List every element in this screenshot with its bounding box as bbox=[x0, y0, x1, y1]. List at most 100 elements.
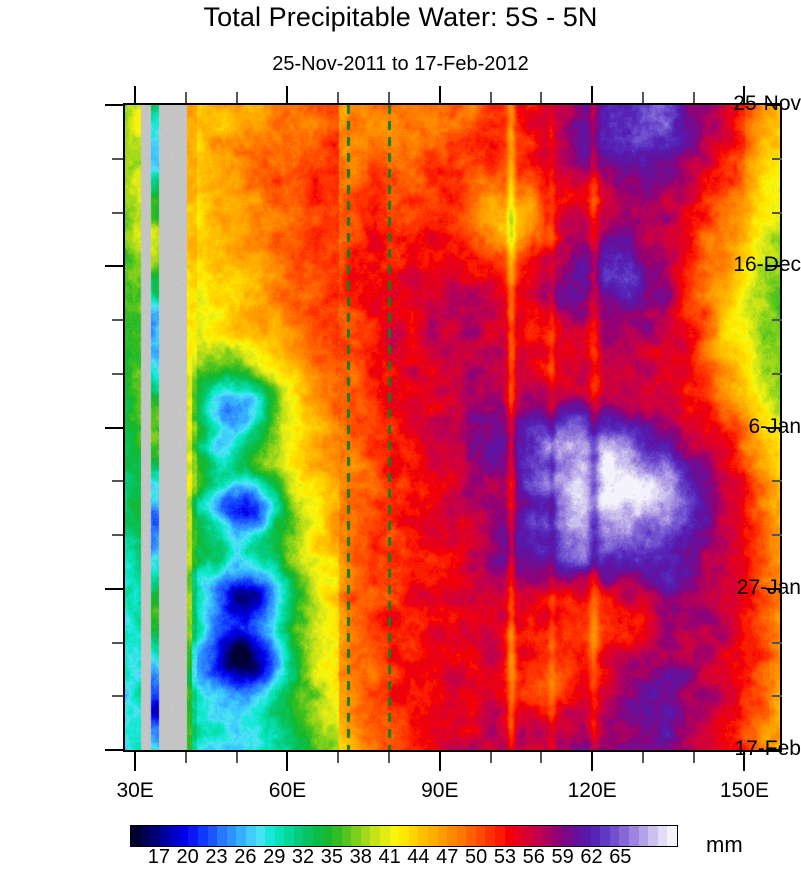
colorbar-swatch bbox=[131, 826, 141, 846]
colorbar-tick-label: 47 bbox=[436, 846, 459, 868]
y-tick-minor-right bbox=[772, 641, 782, 644]
x-tick-minor-top bbox=[235, 92, 238, 103]
colorbar-tick-label: 29 bbox=[263, 846, 286, 868]
colorbar-tick-label: 41 bbox=[378, 846, 401, 868]
y-tick-minor bbox=[112, 211, 123, 214]
colorbar-swatch bbox=[178, 826, 189, 846]
colorbar-swatch bbox=[245, 826, 256, 846]
colorbar-tick-label: 59 bbox=[551, 846, 574, 868]
colorbar-tick-label: 62 bbox=[580, 846, 603, 868]
colorbar-tick-label: 17 bbox=[147, 846, 170, 868]
y-tick-minor bbox=[112, 641, 123, 644]
colorbar-tick-label: 32 bbox=[291, 846, 315, 868]
y-tick-minor-right bbox=[772, 372, 782, 375]
y-tick-minor bbox=[112, 372, 123, 375]
y-axis-label: 27-Jan bbox=[736, 575, 801, 599]
x-axis-label: 90E bbox=[421, 779, 459, 802]
y-tick-major bbox=[105, 749, 123, 751]
colorbar-swatch bbox=[159, 826, 170, 846]
colorbar-tick-label: 38 bbox=[349, 846, 372, 868]
colorbar-swatch bbox=[207, 826, 218, 846]
colorbar-tick-label: 53 bbox=[493, 846, 517, 868]
y-tick-minor-right bbox=[772, 534, 782, 536]
plot-area bbox=[123, 103, 782, 752]
colorbar-swatch bbox=[571, 826, 582, 846]
colorbar-swatch bbox=[447, 826, 457, 846]
chart-subtitle: 25-Nov-2011 to 17-Feb-2012 bbox=[272, 53, 529, 75]
x-tick-minor-top bbox=[540, 92, 543, 103]
y-tick-major-right bbox=[766, 265, 782, 268]
x-tick-minor bbox=[184, 752, 187, 763]
colorbar-swatch bbox=[226, 826, 237, 846]
colorbar-swatch bbox=[600, 826, 610, 846]
x-tick-minor-top bbox=[388, 92, 391, 103]
colorbar-swatch bbox=[188, 826, 199, 846]
colorbar-tick-label: 50 bbox=[464, 846, 488, 868]
y-tick-minor-right bbox=[772, 480, 782, 483]
colorbar-swatch bbox=[619, 826, 630, 846]
x-tick-major-top bbox=[286, 86, 289, 103]
x-tick-minor bbox=[388, 752, 391, 763]
colorbar-swatch bbox=[562, 826, 572, 846]
y-axis-label: 17-Feb bbox=[734, 737, 801, 760]
colorbar-swatch bbox=[456, 826, 467, 846]
y-tick-minor bbox=[112, 157, 123, 160]
colorbar-swatch bbox=[590, 826, 601, 846]
colorbar-tick-label: 56 bbox=[522, 846, 545, 868]
y-tick-minor bbox=[112, 319, 123, 321]
y-tick-minor-right bbox=[772, 695, 782, 698]
colorbar-swatch bbox=[552, 826, 563, 846]
y-axis-label: 16-Dec bbox=[733, 253, 801, 277]
colorbar-swatch bbox=[198, 826, 208, 846]
colorbar-swatch bbox=[466, 826, 476, 846]
x-tick-minor-top bbox=[184, 92, 187, 103]
colorbar-swatch bbox=[533, 826, 543, 846]
colorbar-swatch bbox=[312, 826, 323, 846]
page-title: Total Precipitable Water: 5S - 5N bbox=[203, 2, 598, 32]
colorbar-swatch bbox=[284, 826, 294, 846]
colorbar-swatch bbox=[303, 826, 313, 846]
colorbar-tick-label: 26 bbox=[234, 846, 257, 868]
y-tick-minor bbox=[112, 480, 123, 483]
colorbar-swatch bbox=[581, 826, 591, 846]
x-axis-label: 120E bbox=[567, 779, 617, 802]
x-tick-major bbox=[286, 752, 289, 771]
colorbar-swatch bbox=[255, 826, 266, 846]
y-tick-major bbox=[105, 104, 123, 106]
colorbar-swatch bbox=[360, 826, 371, 846]
colorbar-swatch bbox=[648, 826, 658, 846]
x-tick-major-top bbox=[134, 86, 137, 103]
colorbar-unit-label: mm bbox=[706, 832, 743, 857]
colorbar-swatch bbox=[236, 826, 246, 846]
colorbar-swatch bbox=[408, 826, 419, 846]
y-axis-label: 25-Nov bbox=[733, 92, 801, 115]
colorbar-swatch bbox=[437, 826, 448, 846]
x-tick-major-top bbox=[743, 86, 746, 103]
y-tick-minor-right bbox=[772, 319, 782, 321]
colorbar-tick-label: 23 bbox=[205, 846, 228, 868]
y-tick-major-right bbox=[766, 749, 782, 751]
x-axis-label: 60E bbox=[268, 779, 307, 802]
x-axis-label: 150E bbox=[719, 779, 769, 802]
colorbar-swatch bbox=[542, 826, 553, 846]
colorbar-swatch bbox=[485, 826, 495, 846]
colorbar-swatch bbox=[638, 826, 649, 846]
colorbar-tick-label: 65 bbox=[609, 846, 632, 868]
x-tick-major-top bbox=[591, 86, 594, 103]
colorbar-swatch bbox=[475, 826, 486, 846]
y-tick-minor-right bbox=[772, 157, 782, 160]
colorbar-swatch bbox=[418, 826, 428, 846]
colorbar-swatch bbox=[629, 826, 639, 846]
x-tick-minor-top bbox=[641, 92, 644, 103]
colorbar-swatch bbox=[514, 826, 524, 846]
y-axis-label: 6-Jan bbox=[748, 414, 801, 438]
x-tick-minor bbox=[540, 752, 543, 763]
colorbar-swatch bbox=[169, 826, 179, 846]
colorbar-tick-label: 35 bbox=[320, 846, 344, 868]
colorbar-swatch bbox=[140, 826, 151, 846]
x-tick-minor-top bbox=[337, 92, 340, 103]
x-tick-minor-top bbox=[489, 92, 492, 103]
colorbar-swatch bbox=[217, 826, 227, 846]
x-tick-minor bbox=[692, 752, 695, 763]
